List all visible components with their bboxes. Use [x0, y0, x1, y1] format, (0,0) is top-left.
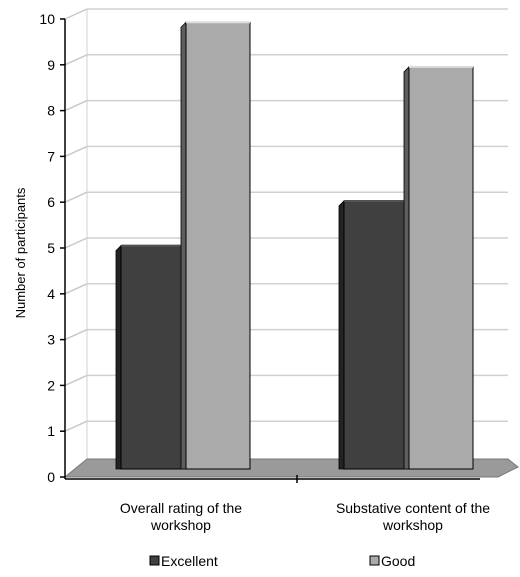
legend-swatch — [149, 555, 160, 566]
bar-side — [115, 244, 122, 470]
y-tick-label: 5 — [47, 240, 55, 256]
bar-side — [403, 65, 410, 470]
y-tick-label: 4 — [47, 286, 55, 302]
bar-excellent — [120, 245, 186, 470]
gridline-diagonal — [64, 283, 88, 295]
x-category-label: Overall rating of the — [120, 500, 242, 516]
y-axis-label: Number of participants — [13, 187, 28, 318]
gridline-diagonal — [64, 54, 88, 66]
x-category-label: Substative content of the — [336, 500, 490, 516]
y-tick-label: 1 — [47, 423, 55, 439]
legend-label: Good — [381, 553, 415, 569]
gridline-diagonal — [64, 420, 88, 432]
y-tick-label: 7 — [47, 148, 55, 164]
bars — [115, 21, 474, 470]
bar-good — [408, 66, 474, 470]
y-tick-label: 3 — [47, 332, 55, 348]
legend-swatch — [369, 555, 380, 566]
legend-label: Excellent — [161, 553, 218, 569]
y-tick-label: 10 — [39, 11, 55, 27]
axes — [60, 18, 480, 483]
gridline-diagonal — [64, 145, 88, 158]
y-tick-label: 2 — [47, 377, 55, 393]
gridline-diagonal — [64, 237, 88, 249]
legend: Excellent Good — [149, 553, 415, 569]
bar-side — [180, 21, 187, 470]
y-tick-label: 9 — [47, 57, 55, 73]
bar-side — [338, 199, 345, 470]
gridline-diagonal — [64, 191, 88, 203]
x-category-label: workshop — [150, 517, 211, 533]
bar-excellent — [343, 200, 409, 470]
x-category-label: workshop — [382, 517, 443, 533]
y-tick-labels: 0 1 2 3 4 5 6 7 8 9 10 — [39, 11, 55, 485]
x-category-labels: Overall rating of theworkshopSubstative … — [120, 500, 490, 533]
gridline-diagonal — [64, 99, 88, 112]
y-tick-label: 0 — [47, 469, 55, 485]
y-tick-label: 8 — [47, 103, 55, 119]
y-tick-label: 6 — [47, 194, 55, 210]
gridline-diagonal — [64, 8, 88, 20]
gridline-diagonal — [64, 328, 88, 341]
bar-good — [185, 21, 251, 470]
gridline-diagonal — [64, 374, 88, 387]
